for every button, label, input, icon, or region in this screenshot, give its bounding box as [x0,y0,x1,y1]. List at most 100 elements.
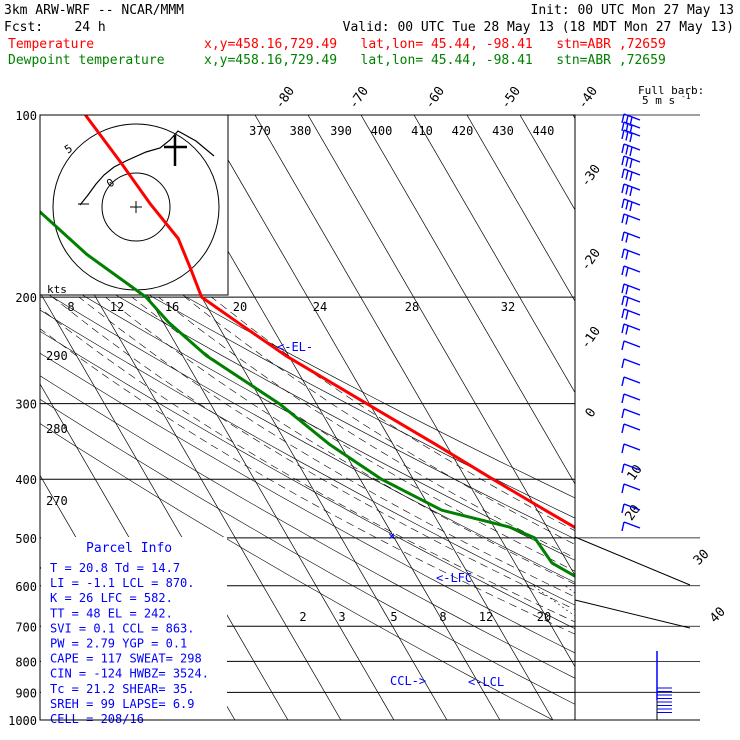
wind-barb-flag [621,155,625,166]
wind-barb-shaft [623,213,641,221]
wind-barb-flag [621,308,625,319]
theta-e-label: 440 [533,124,555,138]
wind-barb [621,295,641,307]
theta-label: 270 [46,494,68,508]
theta-e-label: 370 [249,124,271,138]
wind-barb-flag [621,129,625,140]
wind-barb [621,143,641,157]
isotherm-line [626,115,740,720]
moist-adiabat [40,307,575,623]
wind-barb-flag [625,170,629,180]
wind-barb-flag [621,358,625,369]
wind-barb [621,183,641,197]
wind-barb [621,323,641,335]
wind-barb-flag [621,283,625,294]
isotherm-label: -80 [272,84,298,112]
wind-barb [621,443,641,454]
wind-barb-flag [621,463,625,474]
wind-barb-shaft [623,521,641,529]
wind-barb [621,129,641,143]
wind-barb [621,423,641,434]
moist-adiabat [211,296,575,532]
wind-barb [621,463,641,474]
hodograph-ring-inner [101,172,171,242]
dry-adiabat [40,230,575,519]
wind-barb-flag [621,113,625,124]
mixing-ratio-label: 8 [439,610,446,624]
moist-adiabat [52,296,575,610]
wind-barb-flag [629,158,633,169]
wind-key-label: Full barb: [638,84,704,97]
theta-label: 280 [46,422,68,436]
dewpoint-legend: Dewpoint temperature [8,53,165,68]
wind-barb-shaft [623,323,641,331]
wind-barb-flag [621,393,625,404]
wind-barb-flag [625,185,629,195]
wind-barb-flag [621,168,625,179]
lcl-marker: <-LCL [468,675,504,689]
parcel-row: TT = 48 EL = 242. [50,606,173,620]
dry-adiabat [40,423,554,720]
wind-barb-flag [625,325,629,335]
isotherm-label: 20 [622,502,643,523]
header-valid: Valid: 00 UTC Tue 28 May 13 (18 MDT Mon … [343,20,734,35]
wind-barb-flag [625,157,629,167]
wind-barb [621,393,641,404]
wind-barb-flag [625,267,629,277]
mixing-ratio-line [533,585,575,617]
header-title: 3km ARW-WRF -- NCAR/MMM [4,3,184,18]
parcel-info-title: Parcel Info [86,541,172,556]
theta-e-label: 400 [371,124,393,138]
wind-barb [621,213,641,225]
grid-clip [40,115,740,720]
wind-barb [621,358,641,369]
wind-barb-flag [621,443,625,454]
pressure-label-1000: 1000 [8,714,37,728]
wind-barb-flag [621,340,625,351]
wind-barb-shaft [623,408,641,416]
isotherm-line [572,115,575,120]
isotherm-line [679,115,740,720]
background-grid [40,115,740,720]
pressure-labels: 100 200 300 400 500 600 700 800 900 1000 [8,109,37,728]
wind-barb-flag [621,143,625,154]
dry-adiabat [40,212,575,499]
hodograph-speed-tick: 20 [233,300,247,314]
wind-barb [621,408,641,419]
wind-barb-flag [625,250,629,260]
hodograph-speed-tick: 12 [110,300,124,314]
wind-barb-flag [621,295,625,306]
wind-barb-flag [621,423,625,434]
isotherm-line [466,115,575,302]
wind-barb-flag [625,215,629,225]
parcel-row: SREH = 99 LAPSE= 6.9 [50,697,195,711]
dry-adiabat [40,352,575,654]
hodograph-speed-tick: 24 [313,300,327,314]
wind-barb-shaft [623,231,641,239]
wind-barb-flag [629,132,633,143]
isotherm-line [307,115,575,577]
hodograph-panel [39,114,229,296]
wind-barb-flag [621,408,625,419]
corner-label-30: 30 [691,547,713,569]
wind-barb-flag [621,213,625,224]
corner-label-40: 40 [707,604,729,626]
wind-barb-shaft [623,340,641,348]
wind-barb-shaft [623,308,641,316]
wind-barb-flag [621,183,625,194]
theta-labels: 290 280 270 [46,349,68,508]
mixing-ratio-label: 3 [338,610,345,624]
isotherm-line [40,291,289,720]
wind-barb-shaft [623,265,641,273]
hodograph-speed-tick: 8 [67,300,74,314]
pressure-label-600: 600 [15,580,37,594]
moist-adiabat [158,296,575,559]
hodograph-speed-tick: 28 [405,300,419,314]
isotherm-label: -20 [578,246,604,274]
hodograph-trace [79,130,215,206]
isotherm-label: -60 [422,84,448,112]
temperature-trace [84,115,575,530]
wind-barb-flag [621,503,625,514]
mixing-ratio-label: 5 [390,610,397,624]
